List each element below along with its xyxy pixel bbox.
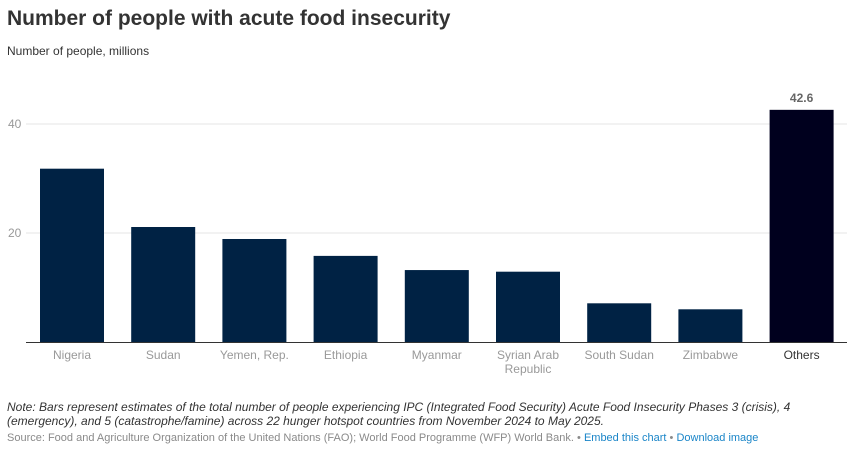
y-tick-label-40: 40 (8, 117, 22, 131)
category-label-syrian-arab-republic: Syrian Arab (497, 348, 559, 362)
separator: • (577, 432, 581, 444)
bars (40, 109, 834, 342)
category-label-others: Others (784, 348, 820, 362)
category-label-zimbabwe: Zimbabwe (683, 348, 739, 362)
bar-ethiopia (313, 255, 378, 342)
gridlines (26, 123, 847, 234)
category-label-sudan: Sudan (146, 348, 181, 362)
bar-myanmar (404, 270, 469, 342)
bar-others (769, 109, 834, 342)
bar-yemen-rep (222, 238, 287, 342)
bar-syrian-arab-republic (496, 271, 560, 342)
source-text: Source: Food and Agriculture Organizatio… (7, 432, 574, 444)
category-label-syrian-arab-republic: Republic (505, 362, 552, 376)
category-label-south-sudan: South Sudan (584, 348, 653, 362)
separator: • (669, 432, 674, 444)
embed-chart-link[interactable]: Embed this chart (583, 432, 667, 444)
data-label-others: 42.6 (790, 91, 814, 105)
bar-nigeria (40, 168, 104, 342)
bar-sudan (131, 227, 196, 342)
bar-zimbabwe (678, 309, 743, 342)
bar-south-sudan (587, 303, 652, 342)
chart-note: Note: Bars represent estimates of the to… (7, 400, 791, 428)
category-label-myanmar: Myanmar (412, 348, 462, 362)
chart-subtitle: Number of people, millions (7, 44, 150, 58)
download-image-link[interactable]: Download image (676, 432, 759, 444)
y-tick-label-20: 20 (8, 226, 22, 240)
source-line: Source: Food and Agriculture Organizatio… (7, 432, 758, 444)
category-label-yemen-rep: Yemen, Rep. (220, 348, 289, 362)
category-label-ethiopia: Ethiopia (324, 348, 368, 362)
category-label-nigeria: Nigeria (53, 348, 91, 362)
data-labels: 42.6 (790, 91, 814, 105)
chart-title: Number of people with acute food insecur… (7, 7, 451, 30)
category-labels: Nigeria Sudan Yemen, Rep. Ethiopia Myanmar Sy… (53, 348, 820, 376)
